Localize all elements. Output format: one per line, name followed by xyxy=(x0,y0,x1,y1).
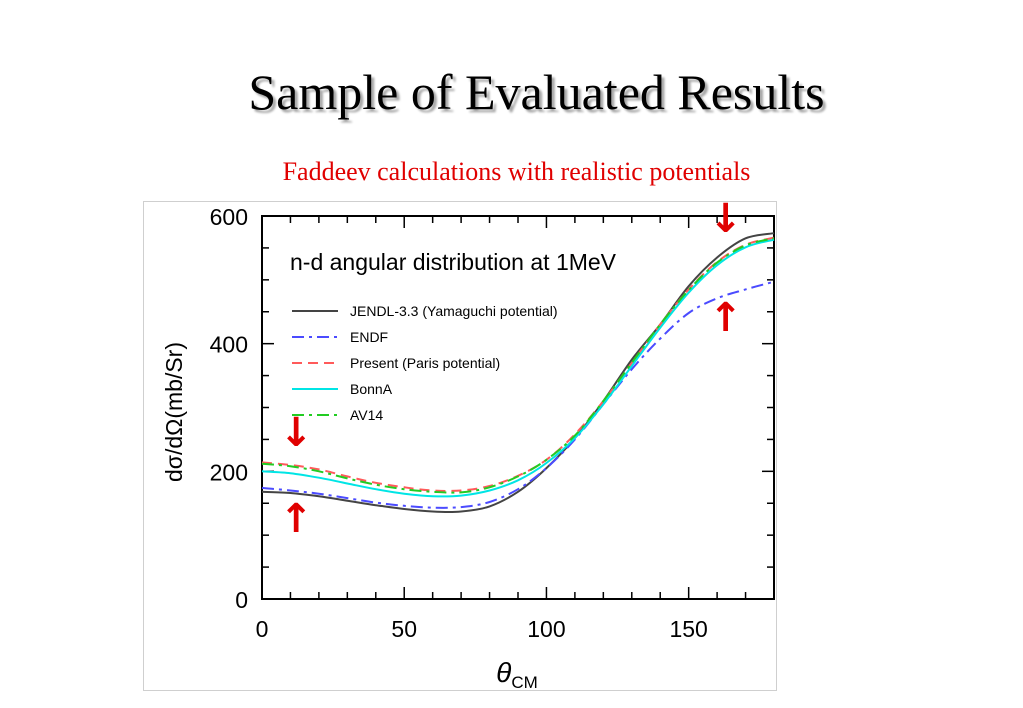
annotation-arrow-2: ↑ xyxy=(279,496,313,542)
legend-label-2: ENDF xyxy=(350,329,388,345)
x-axis-label-subscript: CM xyxy=(511,673,537,690)
y-axis-label: dσ/dΩ(mb/Sr) xyxy=(161,342,187,482)
slide-title: Sample of Evaluated Results xyxy=(248,64,825,120)
x-axis-label: θCM xyxy=(496,657,538,690)
chart-frame: dσ/dΩ(mb/Sr) θCM 0 50 100 150 0 200 400 600 n-d … xyxy=(143,201,777,691)
series-line-2 xyxy=(261,280,775,509)
y-tick-label: 400 xyxy=(210,332,248,358)
chart-svg: dσ/dΩ(mb/Sr) θCM 0 50 100 150 0 200 400 600 n-d … xyxy=(161,202,775,690)
slide-subtitle: Faddeev calculations with realistic pote… xyxy=(282,157,751,186)
x-tick-label: 50 xyxy=(391,616,417,642)
chart-title: n-d angular distribution at 1MeV xyxy=(290,249,617,275)
annotation-arrow-3: ↓ xyxy=(709,202,743,242)
legend-label-1: JENDL-3.3 (Yamaguchi potential) xyxy=(350,303,558,319)
legend-label-5: AV14 xyxy=(350,407,383,423)
x-tick-label: 150 xyxy=(669,616,707,642)
x-axis-label-symbol: θ xyxy=(496,657,511,688)
legend-label-4: BonnA xyxy=(350,381,393,397)
annotation-arrow-1: ↓ xyxy=(279,410,313,456)
legend-label-3: Present (Paris potential) xyxy=(350,355,500,371)
series-line-4 xyxy=(261,238,775,498)
x-tick-label: 100 xyxy=(527,616,565,642)
annotation-arrow-4: ↑ xyxy=(709,295,743,341)
y-tick-label: 200 xyxy=(210,459,248,485)
x-axis-label-group: θCM xyxy=(496,657,538,690)
series-line-5 xyxy=(261,237,775,494)
y-tick-label: 0 xyxy=(235,587,248,613)
y-tick-label: 600 xyxy=(210,204,248,230)
series-line-1 xyxy=(261,232,775,514)
y-axis-label-group: dσ/dΩ(mb/Sr) xyxy=(161,342,187,482)
x-tick-label: 0 xyxy=(256,616,269,642)
